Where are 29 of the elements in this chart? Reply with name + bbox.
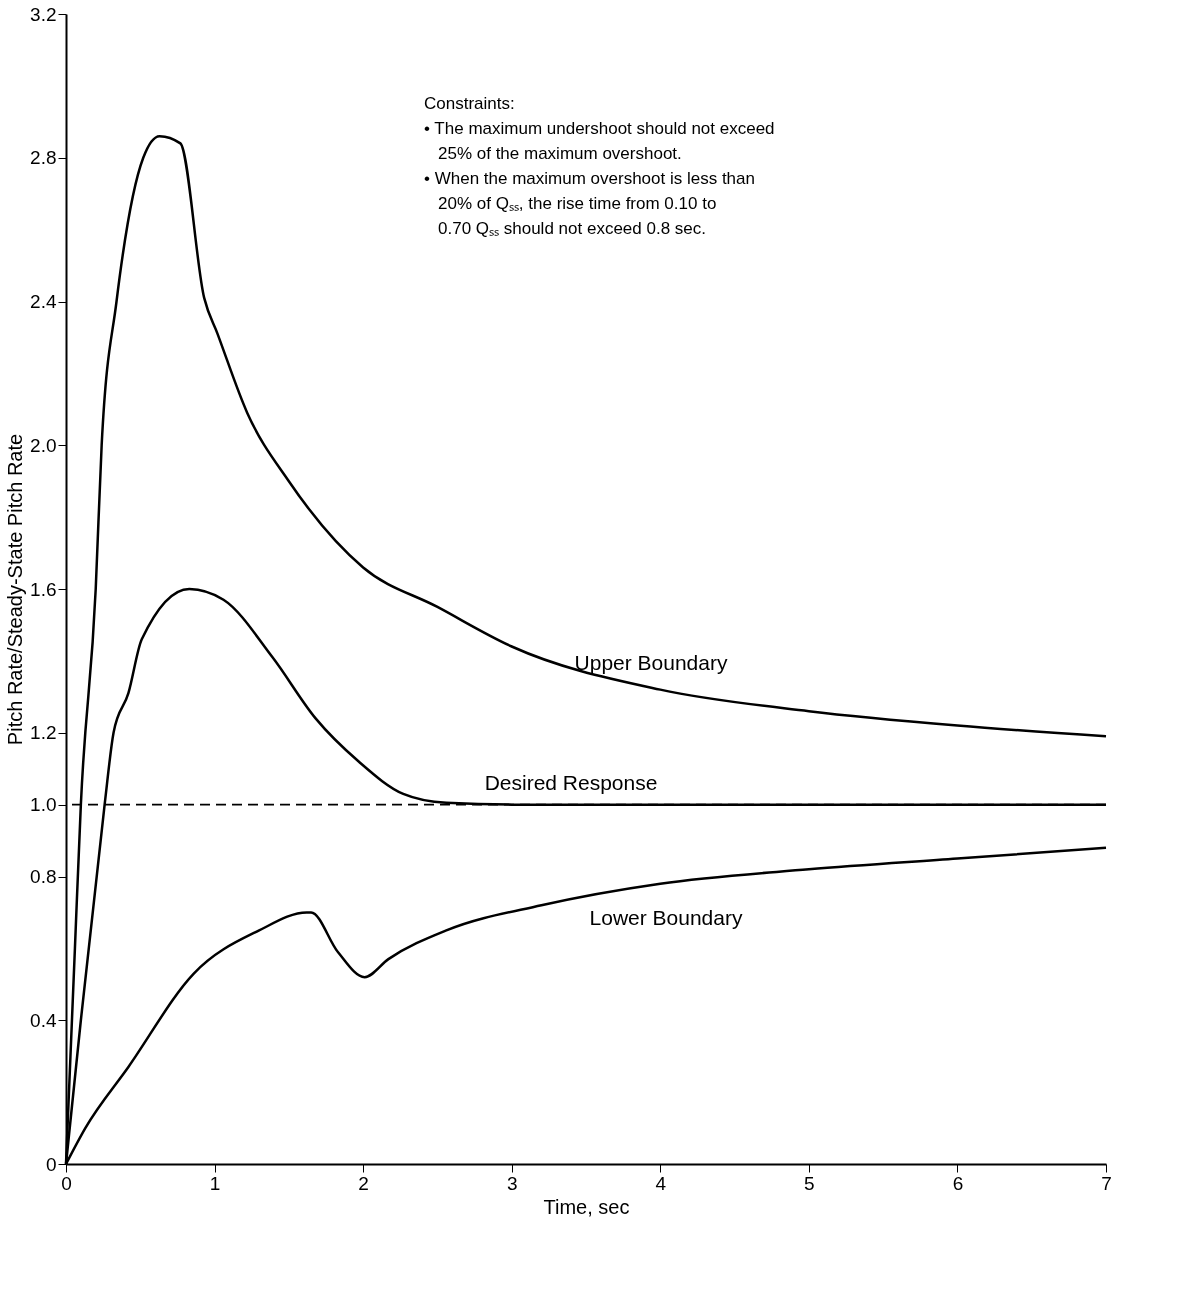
annotation: • When the maximum overshoot is less than [424,169,755,188]
x-axis-title: Time, sec [543,1195,630,1218]
y-tick-label: 2.8 [30,147,57,169]
x-tick-label: 5 [804,1172,815,1194]
y-tick-label: 2.4 [30,291,57,312]
annotation: Constraints: [424,94,515,113]
series-label: Lower Boundary [589,906,743,929]
y-tick-label: 1.6 [30,578,57,600]
y-tick-label: 0.8 [30,866,57,887]
y-tick-label: 0.4 [30,1009,57,1031]
y-tick-label: 1.2 [30,722,57,744]
y-tick-label: 3.2 [30,3,57,25]
series-label: Desired Response [484,771,658,794]
x-tick-label: 1 [209,1172,221,1194]
x-tick-label: 4 [655,1172,667,1194]
y-tick-label: 0 [45,1153,57,1175]
x-tick-label: 3 [506,1172,518,1194]
y-axis-title: Pitch Rate/Steady-State Pitch Rate [4,433,27,746]
x-tick-label: 0 [61,1172,72,1194]
annotation: 25% of the maximum overshoot. [438,144,682,163]
annotation: • The maximum undershoot should not exceed [424,119,775,138]
y-tick-label: 2.0 [30,434,57,456]
x-tick-label: 7 [1101,1172,1112,1194]
y-tick-label: 1.0 [30,794,57,816]
annotation: 20% of Qₛₛ, the rise time from 0.10 to [438,194,717,213]
annotation: 0.70 Qₛₛ should not exceed 0.8 sec. [438,219,707,238]
x-tick-label: 6 [952,1172,964,1194]
series-label: Upper Boundary [574,651,728,674]
x-tick-label: 2 [358,1172,369,1194]
